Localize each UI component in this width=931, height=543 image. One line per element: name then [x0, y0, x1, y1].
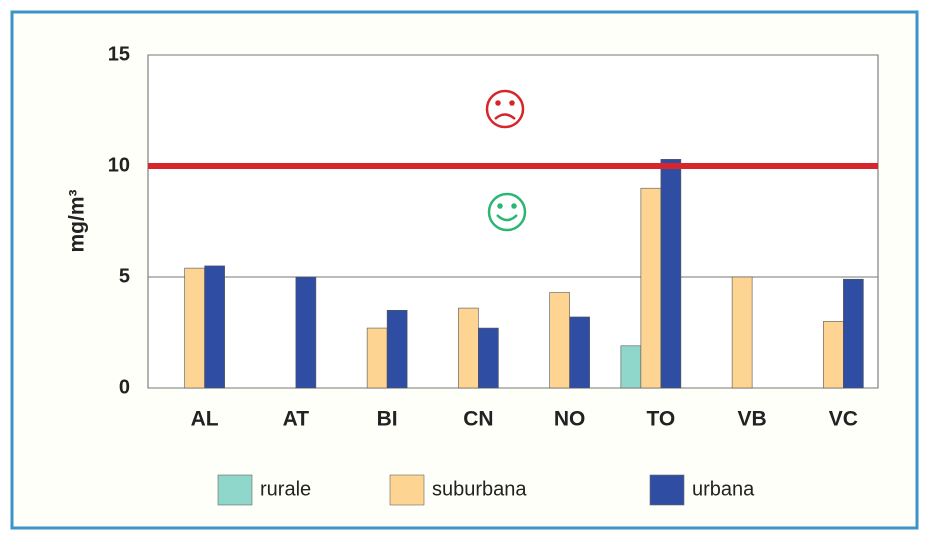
happy-face — [487, 192, 527, 232]
x-tick-label: AL — [191, 408, 219, 431]
x-tick-label: AT — [283, 408, 310, 431]
y-tick-label: 5 — [119, 265, 130, 287]
sad-face — [485, 89, 525, 129]
legend-swatch — [649, 474, 685, 506]
bar — [731, 276, 753, 389]
bar — [549, 292, 570, 389]
legend-label: urbana — [692, 478, 755, 500]
x-tick-label: VC — [829, 408, 858, 431]
bar — [640, 187, 662, 389]
x-tick-label: CN — [463, 408, 493, 431]
bar — [366, 327, 388, 389]
x-tick-label: TO — [646, 408, 675, 431]
bar — [458, 307, 479, 389]
bar — [569, 316, 590, 389]
plot-area — [147, 54, 879, 389]
x-tick-label: VB — [738, 408, 767, 431]
bar — [184, 267, 205, 389]
bar — [386, 309, 408, 389]
bar — [204, 265, 225, 389]
y-tick-label: 15 — [108, 43, 130, 65]
bar — [843, 278, 864, 389]
bar — [823, 321, 844, 389]
x-tick-label: BI — [377, 408, 398, 431]
y-tick-label: 10 — [108, 154, 130, 176]
bar — [660, 159, 682, 389]
legend-label: suburbana — [432, 478, 527, 500]
bar — [478, 327, 499, 389]
bar — [295, 276, 317, 389]
x-tick-label: NO — [554, 408, 586, 431]
legend-label: rurale — [260, 478, 311, 500]
legend-swatch — [389, 474, 425, 506]
legend-swatch — [217, 474, 253, 506]
y-tick-label: 0 — [119, 376, 130, 398]
y-axis-label: mg/m³ — [66, 189, 89, 252]
bar — [620, 345, 642, 389]
